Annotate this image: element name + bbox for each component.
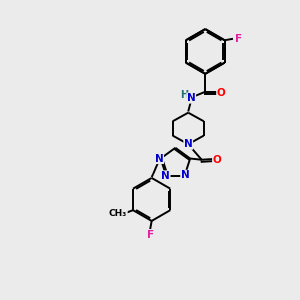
Text: F: F — [147, 230, 154, 240]
Text: N: N — [161, 171, 170, 181]
Text: O: O — [213, 155, 222, 165]
Text: N: N — [184, 139, 193, 149]
Text: N: N — [187, 93, 196, 103]
Text: O: O — [217, 88, 225, 98]
Text: N: N — [155, 154, 164, 164]
Text: H: H — [180, 90, 188, 100]
Text: F: F — [235, 34, 242, 44]
Text: N: N — [181, 170, 190, 180]
Text: CH₃: CH₃ — [109, 209, 127, 218]
